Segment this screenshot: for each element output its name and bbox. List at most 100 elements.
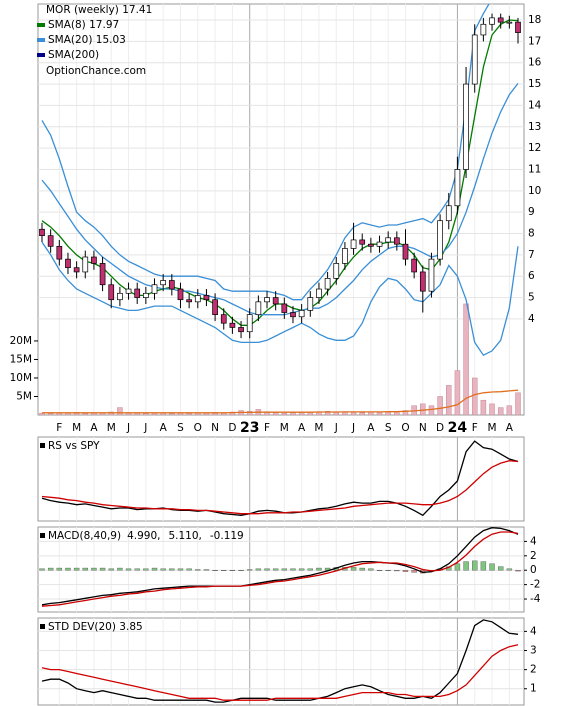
candle-body [489, 17, 495, 25]
volume-bar [186, 413, 192, 415]
histogram-bar [82, 567, 88, 571]
indicator-line [41, 440, 519, 517]
histogram-bar [480, 561, 487, 571]
x-tick-label: O [401, 422, 409, 434]
histogram-bar [290, 568, 296, 571]
sma-line [41, 19, 519, 326]
candle-body [186, 299, 192, 303]
volume-bar [108, 411, 114, 415]
volume-bar [489, 403, 495, 415]
y-tick-label: 2 [530, 664, 537, 676]
panel-value-label: -0.119 [210, 530, 244, 542]
histogram-bar [350, 567, 357, 571]
volume-bar [246, 411, 253, 415]
histogram-bar [298, 568, 305, 571]
histogram-bar [307, 568, 313, 571]
histogram-bar [272, 568, 279, 571]
panel-icon [40, 624, 45, 629]
candle-body [463, 83, 469, 170]
histogram-bar [195, 569, 201, 571]
candle-body [368, 243, 374, 247]
x-tick-label: J [351, 422, 355, 434]
y-tick-label: 18 [528, 14, 541, 26]
histogram-bar [281, 568, 288, 571]
x-tick-label: M [314, 422, 323, 434]
indicator-line [41, 527, 519, 606]
x-tick-label: D [228, 422, 236, 434]
y-tick-label: 1 [530, 683, 537, 695]
panel-lines [39, 527, 521, 607]
histogram-bar [169, 568, 175, 571]
x-tick-label: M [107, 422, 116, 434]
candle-body [393, 237, 400, 245]
volume-bar [350, 412, 357, 415]
y-tick-label: 12 [528, 142, 541, 154]
histogram-bar [264, 568, 270, 571]
candle-body [437, 220, 443, 260]
candle-body [281, 303, 288, 313]
panel-icon [40, 533, 45, 538]
panel-frame [37, 526, 525, 613]
candle-body [168, 280, 175, 290]
candle-body [108, 284, 115, 301]
candle-body [497, 17, 504, 23]
candle-body [290, 312, 296, 318]
volume-bar [143, 413, 149, 415]
volume-bar [515, 392, 521, 415]
histogram-bar [177, 568, 184, 571]
histogram-bar [56, 567, 63, 571]
panel-icon [40, 443, 45, 448]
volume-bar [428, 405, 435, 415]
volume-tick-label: 15M [10, 353, 32, 365]
y-tick-label: 15 [528, 78, 541, 90]
volume-bar [437, 396, 443, 415]
candle-body [151, 284, 158, 294]
y-tick-label: 10 [528, 185, 541, 197]
candle-body [229, 322, 236, 328]
x-tick-label: D [436, 422, 444, 434]
panel-title: STD DEV(20) 3.85 [48, 621, 143, 633]
x-tick-label: M [280, 422, 289, 434]
legend-swatch [37, 23, 45, 27]
legend-label: SMA(200) [48, 49, 99, 61]
candle-body [91, 256, 97, 264]
volume-bar [480, 399, 487, 415]
histogram-bar [212, 570, 218, 571]
chart-title: MOR (weekly) 17.41 [46, 4, 152, 16]
volume-bar [117, 407, 123, 415]
histogram-bar [143, 568, 149, 571]
candle-body [73, 267, 80, 273]
candle-body [246, 314, 253, 333]
volume-bar [376, 412, 383, 415]
y-tick-label: 3 [530, 645, 537, 657]
volume-bar [446, 385, 452, 415]
indicator-line [41, 460, 519, 515]
candle-body [255, 301, 262, 316]
y-tick-label: 4 [530, 535, 537, 547]
legend-swatch [37, 38, 45, 42]
panel-frame [37, 436, 525, 522]
indicator-line [41, 531, 519, 607]
candle-body [56, 245, 63, 260]
x-tick-label: A [90, 422, 98, 434]
volume-tick-label: 5M [16, 390, 32, 402]
volume-bar [359, 412, 365, 415]
candle-body [272, 297, 279, 305]
candle-body [143, 292, 149, 298]
volume-bar [169, 413, 175, 415]
candle-body [177, 288, 184, 301]
volume-bar [290, 412, 296, 415]
candle-body [134, 288, 141, 298]
x-tick-label: 23 [240, 420, 259, 436]
candle-body [333, 263, 340, 279]
price-lines [41, 4, 519, 357]
volume-average [42, 389, 519, 414]
indicator-line [41, 619, 519, 703]
x-tick-label: O [194, 422, 202, 434]
x-tick-label: 24 [448, 420, 468, 436]
x-tick-label: J [143, 422, 147, 434]
panel-title: RS vs SPY [48, 440, 100, 452]
x-tick-label: F [56, 422, 62, 434]
y-tick-label: 13 [528, 121, 541, 133]
candle-body [402, 243, 409, 260]
